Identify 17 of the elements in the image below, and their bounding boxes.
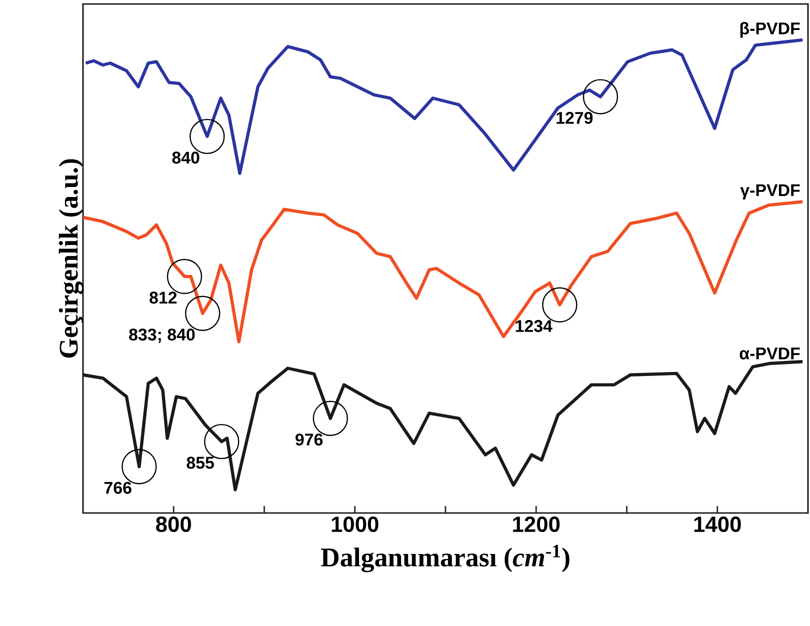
x-tick-label: 1000 — [332, 516, 378, 532]
series-label: γ-PVDF — [740, 184, 800, 200]
annotation: 840 — [172, 152, 200, 164]
annotation: 766 — [104, 482, 132, 494]
series-label: β-PVDF — [740, 22, 800, 38]
annotation: 1234 — [516, 320, 552, 332]
annotation: 976 — [296, 434, 323, 446]
x-tick-label: 800 — [156, 516, 192, 532]
x-tick-label: 1400 — [694, 516, 741, 532]
annotation: 855 — [186, 456, 214, 469]
annotation: 1279 — [556, 112, 593, 124]
series-label: α-PVDF — [740, 348, 800, 360]
x-tick-label: 1200 — [513, 516, 560, 532]
annotation: 812 — [150, 292, 177, 304]
annotation: 833; 840 — [129, 328, 195, 344]
x-axis-title: Dalganumarası (cm$^{-1}$) — [320, 544, 570, 572]
y-axis-title: Geçirgenlik (a.u.) — [58, 159, 84, 358]
